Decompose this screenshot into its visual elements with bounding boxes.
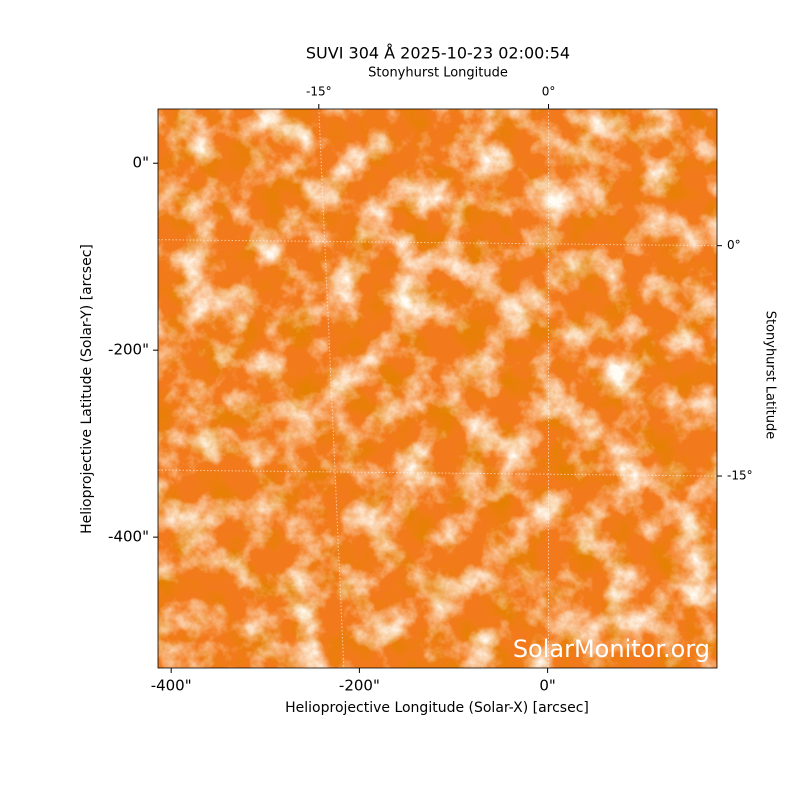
grid-line	[318, 109, 345, 668]
y-tick-label: -200"	[108, 341, 149, 359]
grid-line	[158, 469, 717, 477]
y2-tick-label: -15°	[727, 469, 753, 483]
x2-tick-label: 0°	[542, 85, 556, 99]
watermark: SolarMonitor.org	[513, 635, 710, 663]
y-tick-label: -400"	[108, 528, 149, 546]
x2-tick-label: -15°	[306, 85, 332, 99]
x-tick-label: -400"	[151, 677, 192, 695]
plot-frame	[157, 108, 718, 669]
y2-tick-label: 0°	[727, 238, 741, 252]
y2-axis-label: Stonyhurst Latitude	[763, 311, 778, 440]
image-bright-layer	[158, 109, 717, 668]
grid-line	[158, 239, 717, 247]
chart-title: SUVI 304 Å 2025-10-23 02:00:54	[306, 44, 570, 63]
x-tick-label: 0"	[539, 677, 555, 695]
y-axis-label: Helioprojective Latitude (Solar-Y) [arcs…	[79, 244, 95, 534]
x-axis-label: Helioprojective Longitude (Solar-X) [arc…	[285, 700, 589, 716]
x2-axis-label: Stonyhurst Longitude	[368, 66, 508, 81]
solar-image	[158, 109, 717, 668]
grid	[158, 109, 717, 668]
y-tick-label: 0"	[133, 154, 149, 172]
x-tick-label: -200"	[339, 677, 380, 695]
